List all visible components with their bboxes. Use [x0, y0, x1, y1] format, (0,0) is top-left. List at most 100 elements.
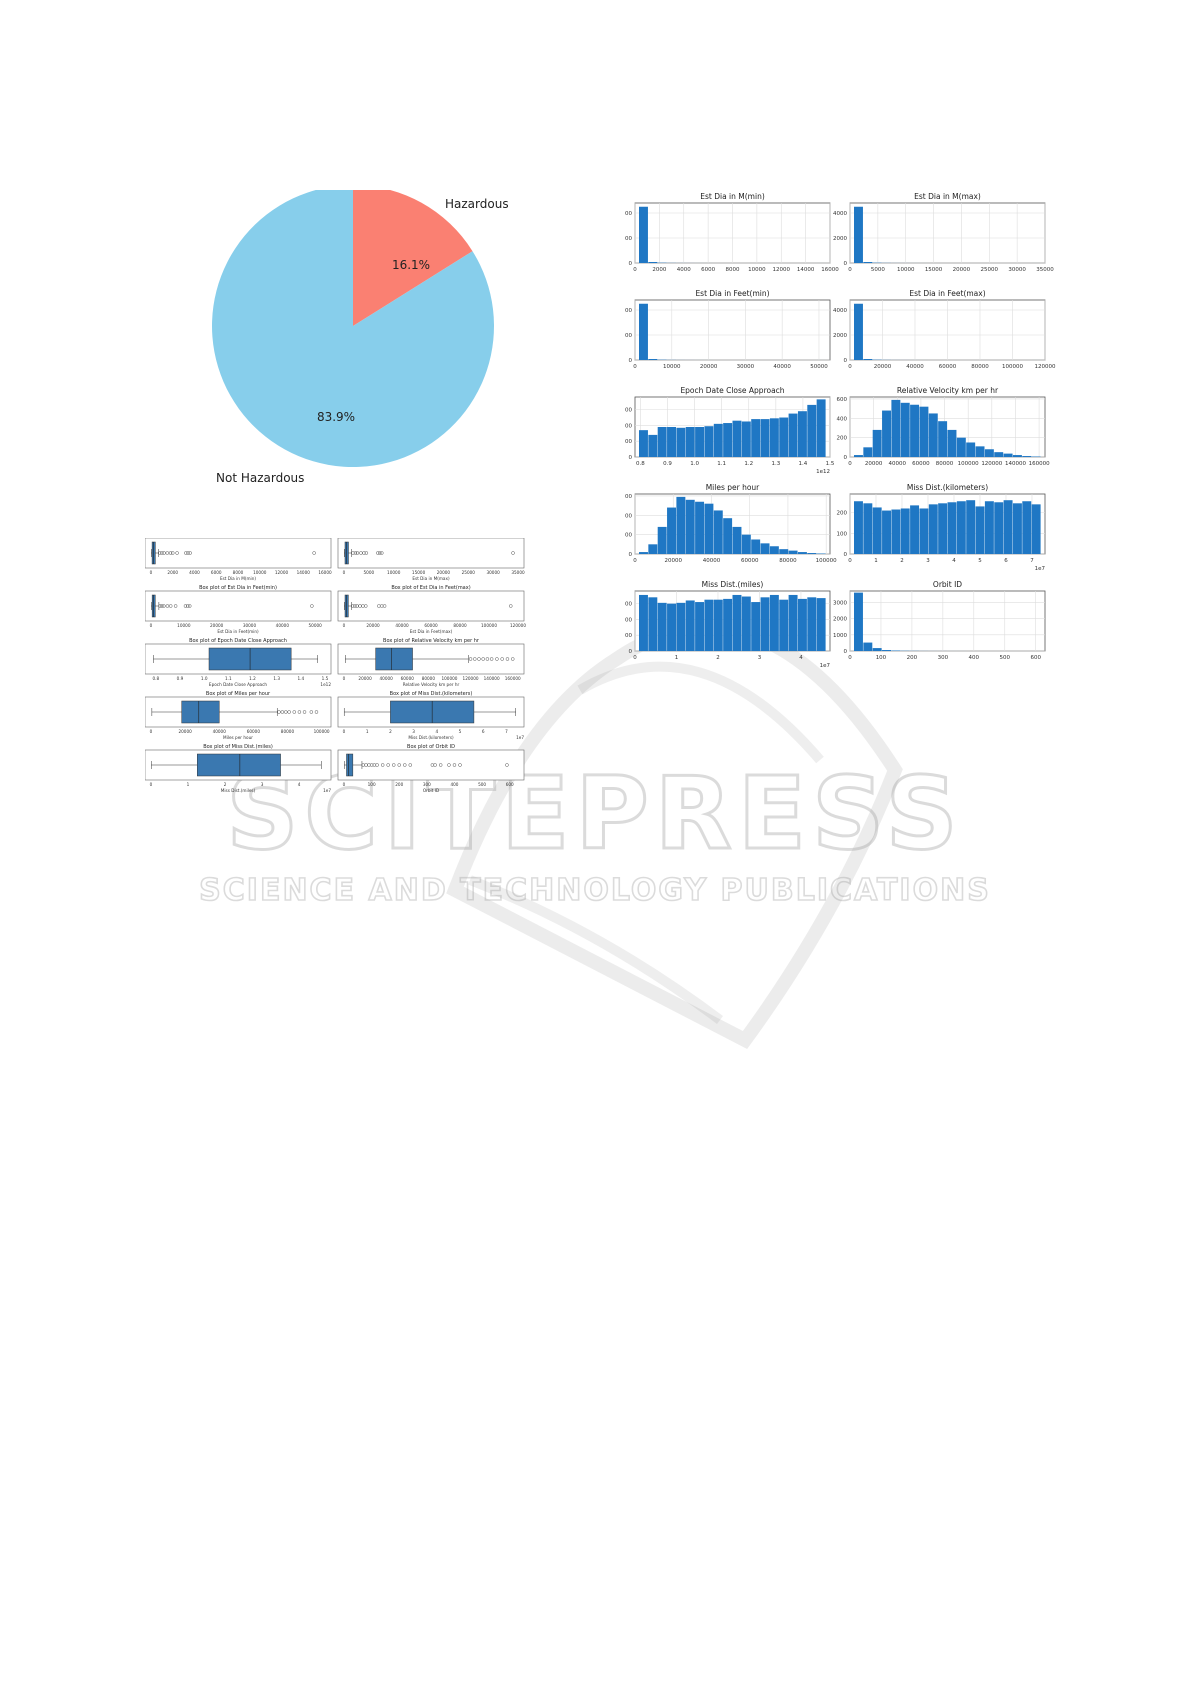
x-tick-label: 30000: [737, 364, 755, 370]
x-tick-label: 20000: [700, 364, 718, 370]
histogram-bar: [741, 534, 751, 554]
outlier-point: [447, 763, 451, 767]
x-tick-label: 20000: [358, 676, 372, 681]
x-tick-label: 80000: [936, 461, 954, 467]
watermark-line2: SCIENCE AND TECHNOLOGY PUBLICATIONS: [199, 873, 991, 908]
x-tick-label: 20000: [178, 729, 192, 734]
histogram-5: Epoch Date Close Approach 0 100 200 300 0.8 0.…: [625, 386, 835, 475]
histogram-bar: [676, 602, 686, 651]
histogram-bar: [741, 596, 751, 651]
histogram-bar: [667, 507, 676, 554]
outlier-point: [380, 763, 385, 767]
histogram-bar: [751, 602, 761, 651]
histogram-bar: [648, 359, 658, 360]
histogram-bar: [1012, 503, 1022, 554]
x-tick-label: 60000: [401, 676, 415, 681]
histogram-bar: [639, 552, 648, 554]
histogram-grid: Est Dia in M(min)02000400002000400060008…: [625, 192, 1056, 669]
x-tick-label: 0: [848, 655, 852, 661]
x-tick-label: 40000: [395, 623, 409, 628]
histogram-bar: [807, 404, 817, 457]
y-tick-label: 2000: [833, 617, 847, 623]
x-tick-label: 4: [952, 558, 956, 564]
outlier-point: [309, 710, 314, 714]
histogram-bar: [760, 419, 770, 457]
boxplot-7: Box plot of Miles per hour 0 20000 40000 600…: [145, 691, 332, 740]
x-tick-label: 40000: [703, 558, 721, 564]
histogram-bar: [947, 502, 957, 554]
outlier-point: [468, 657, 473, 661]
x-tick-label: 600: [1030, 655, 1041, 661]
histogram-frame: [849, 590, 1046, 652]
histogram-7: Miles per hour 0 200 400 600 0 20000 40000 60000…: [625, 483, 837, 564]
y-tick-label: 2000: [625, 333, 632, 339]
x-tick-label: 1: [675, 655, 679, 661]
x-tick-label: 2: [389, 729, 392, 734]
histogram-bar: [1003, 453, 1013, 457]
x-tick-label: 1.2: [249, 676, 256, 681]
x-tick-label: 200: [907, 655, 918, 661]
x-axis-label: Est Dia in Feet(min): [217, 629, 259, 634]
outlier-point: [495, 657, 499, 661]
x-tick-label: 2000: [652, 267, 666, 273]
x-tick-label: 0: [633, 364, 637, 370]
x-tick-label: 8000: [233, 570, 244, 575]
x-tick-label: 0: [150, 729, 153, 734]
outlier-point: [188, 551, 192, 555]
histogram-bar: [938, 503, 948, 554]
x-tick-label: 20000: [865, 461, 883, 467]
histogram-bar: [685, 427, 695, 457]
x-tick-label: 1.0: [690, 461, 699, 467]
histogram-bar: [695, 427, 705, 457]
x-tick-label: 4: [799, 655, 803, 661]
outlier-point: [186, 551, 190, 555]
boxplot-frame: [145, 538, 332, 569]
histogram-bar: [994, 502, 1004, 554]
outlier-point: [473, 657, 477, 661]
x-tick-label: 12000: [275, 570, 289, 575]
histogram-bar: [854, 501, 863, 554]
histogram-bar: [732, 594, 742, 651]
x-axis-label: Est Dia in Feet(max): [410, 629, 453, 634]
x-tick-label: 25000: [981, 267, 999, 273]
x-tick-label: 1.3: [771, 461, 780, 467]
histogram-bar: [919, 508, 929, 554]
pie-percent-not-hazardous: 83.9%: [317, 410, 355, 424]
x-tick-label: 30000: [486, 570, 500, 575]
x-tick-label: 10000: [177, 623, 191, 628]
histogram-bar: [713, 423, 723, 457]
box-iqr: [181, 700, 220, 724]
pie-slice-hazardous: [353, 190, 473, 326]
y-tick-label: 4000: [833, 308, 847, 314]
x-tick-label: 3: [412, 729, 415, 734]
y-tick-label: 0: [629, 455, 633, 461]
x-tick-label: 0: [150, 623, 153, 628]
x-tick-label: 1.0: [201, 676, 208, 681]
x-tick-label: 100000: [816, 558, 837, 564]
x-tick-label: 25000: [462, 570, 476, 575]
histogram-bar: [900, 508, 910, 554]
boxplot-frame: [337, 538, 525, 569]
y-tick-label: 200: [625, 533, 632, 539]
x-tick-label: 30000: [243, 623, 257, 628]
x-tick-label: 15000: [412, 570, 426, 575]
x-tick-label: 0: [848, 558, 852, 564]
histogram-title: Est Dia in Feet(min): [695, 289, 769, 298]
x-tick-label: 35000: [1036, 267, 1054, 273]
histogram-3: Est Dia in Feet(min)02000400001000020000…: [625, 289, 831, 370]
box-iqr: [151, 541, 156, 565]
x-tick-label: 1.5: [826, 461, 835, 467]
histogram-bar: [648, 434, 658, 457]
x-tick-label: 0: [633, 655, 637, 661]
y-tick-label: 0: [844, 552, 848, 558]
outlier-point: [362, 551, 366, 555]
outlier-point: [165, 551, 170, 555]
outlier-point: [458, 763, 462, 767]
x-tick-label: 5000: [871, 267, 885, 273]
histogram-bar: [872, 507, 882, 554]
boxplot-title: Box plot of Orbit ID: [407, 744, 455, 750]
histogram-bar: [956, 437, 966, 457]
histogram-bar: [732, 420, 742, 457]
x-tick-label: 600: [506, 782, 514, 787]
x-tick-label: 120000: [463, 676, 479, 681]
